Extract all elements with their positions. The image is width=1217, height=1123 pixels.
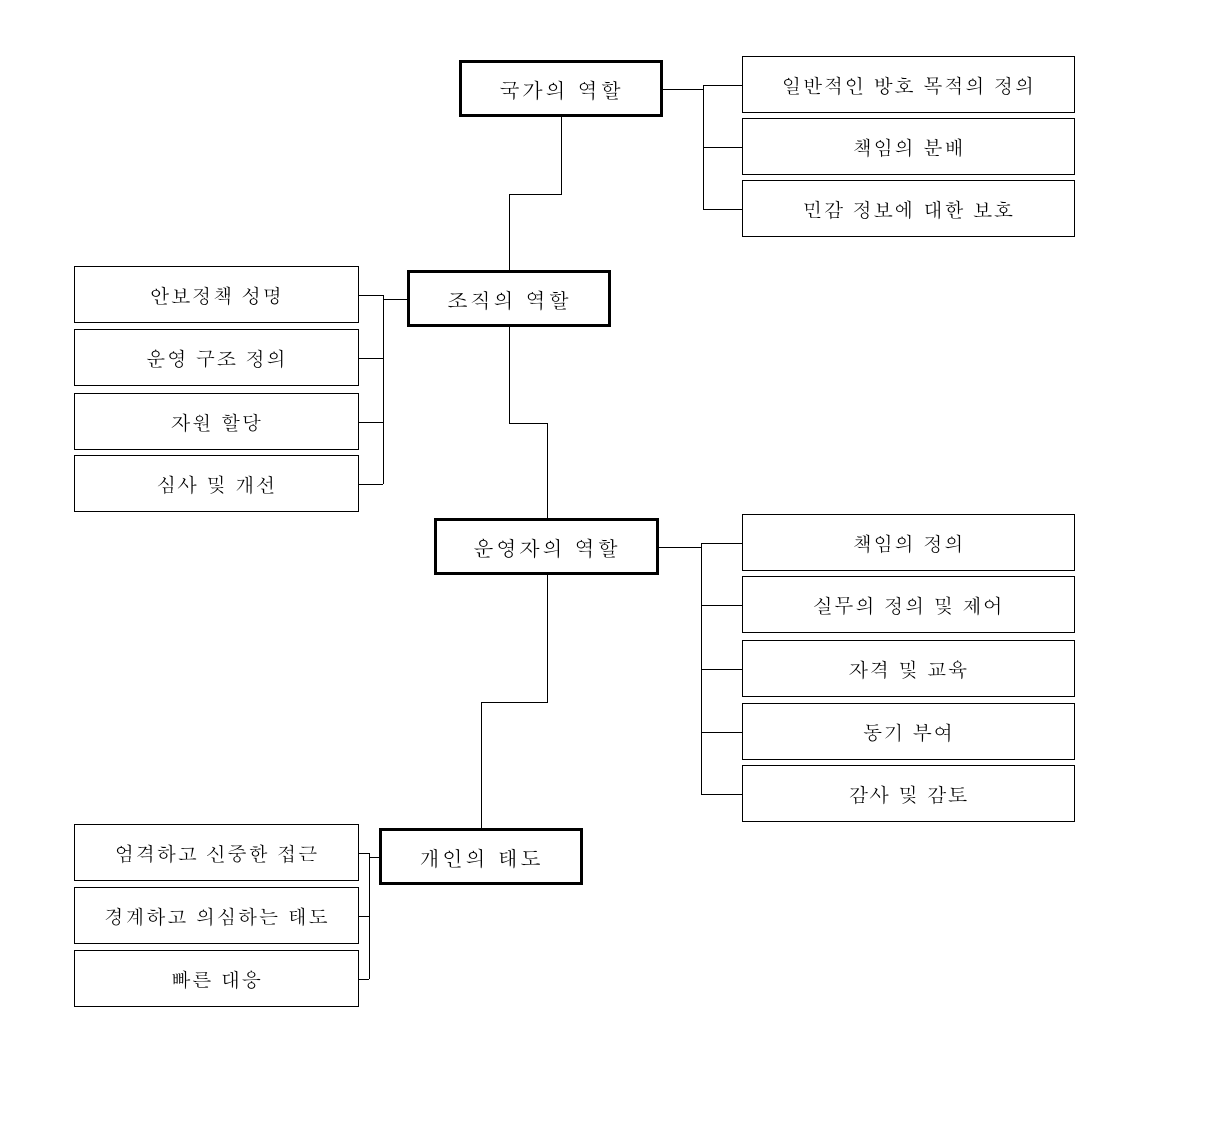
sub-node-label: 일반적인 방호 목적의 정의 — [782, 70, 1036, 99]
sub-node: 민감 정보에 대한 보호 — [742, 180, 1075, 237]
sub-node: 책임의 정의 — [742, 514, 1075, 571]
sub-node: 경계하고 의심하는 태도 — [74, 887, 359, 944]
sub-node: 운영 구조 정의 — [74, 329, 359, 386]
sub-node-label: 책임의 정의 — [852, 528, 965, 557]
sub-node: 빠른 대응 — [74, 950, 359, 1007]
main-node-nation: 국가의 역할 — [459, 60, 663, 117]
main-node-org: 조직의 역할 — [407, 270, 611, 327]
sub-node-label: 책임의 분배 — [852, 132, 965, 161]
sub-node-label: 실무의 정의 및 제어 — [813, 590, 1004, 619]
sub-node: 동기 부여 — [742, 703, 1075, 760]
sub-node-label: 안보정책 성명 — [150, 280, 284, 309]
sub-node-label: 엄격하고 신중한 접근 — [114, 838, 318, 867]
main-node-label: 국가의 역할 — [499, 74, 623, 104]
sub-node-label: 민감 정보에 대한 보호 — [803, 194, 1015, 223]
sub-node-label: 운영 구조 정의 — [146, 343, 287, 372]
sub-node: 실무의 정의 및 제어 — [742, 576, 1075, 633]
main-node-label: 운영자의 역할 — [473, 532, 620, 562]
sub-node: 자원 할당 — [74, 393, 359, 450]
sub-node: 감사 및 감토 — [742, 765, 1075, 822]
sub-node-label: 경계하고 의심하는 태도 — [104, 901, 329, 930]
sub-node: 엄격하고 신중한 접근 — [74, 824, 359, 881]
sub-node-label: 자격 및 교육 — [848, 654, 968, 683]
sub-node: 일반적인 방호 목적의 정의 — [742, 56, 1075, 113]
main-node-operator: 운영자의 역할 — [434, 518, 659, 575]
sub-node-label: 심사 및 개선 — [156, 469, 276, 498]
sub-node: 책임의 분배 — [742, 118, 1075, 175]
sub-node-label: 빠른 대응 — [171, 964, 263, 993]
main-node-label: 조직의 역할 — [447, 284, 571, 314]
main-node-label: 개인의 태도 — [419, 842, 543, 872]
sub-node: 안보정책 성명 — [74, 266, 359, 323]
main-node-individual: 개인의 태도 — [379, 828, 583, 885]
sub-node-label: 자원 할당 — [171, 407, 263, 436]
sub-node: 자격 및 교육 — [742, 640, 1075, 697]
sub-node-label: 감사 및 감토 — [848, 779, 968, 808]
sub-node: 심사 및 개선 — [74, 455, 359, 512]
sub-node-label: 동기 부여 — [863, 717, 955, 746]
